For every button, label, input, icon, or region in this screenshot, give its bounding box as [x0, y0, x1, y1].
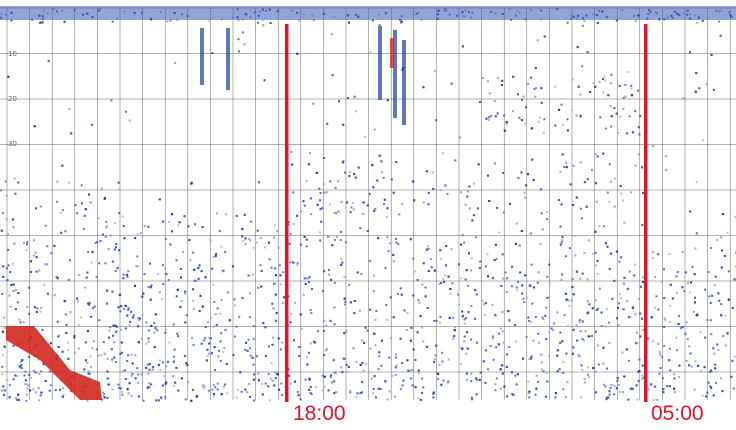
depth-scale: 10 20 30 [8, 50, 17, 148]
marker-line-0500 [644, 24, 648, 402]
time-marker-label: 05:00 [651, 402, 704, 425]
depth-label-3: 30 [8, 140, 17, 148]
depth-label-2: 20 [8, 95, 17, 103]
echogram-plot: 10 20 30 [0, 0, 736, 402]
depth-label-1: 10 [8, 50, 17, 58]
echogram-grid [0, 7, 736, 400]
marker-line-1800 [285, 24, 289, 402]
time-marker-label: 18:00 [293, 402, 346, 425]
echogram-background [0, 0, 736, 402]
echogram-returns [0, 6, 736, 402]
